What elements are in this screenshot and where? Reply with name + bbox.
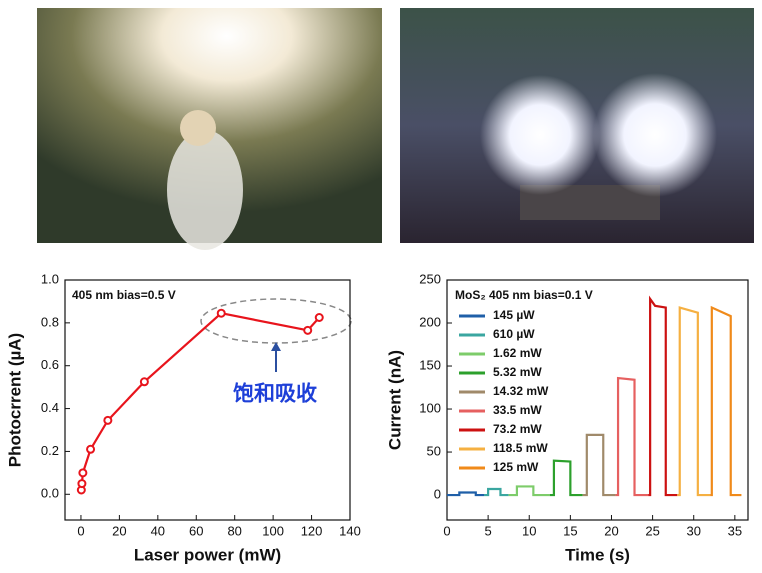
x-tick-label: 25: [645, 523, 659, 538]
data-line: [447, 491, 485, 497]
legend-label: 73.2 mW: [493, 422, 542, 436]
y-tick-label: 0.8: [41, 314, 59, 329]
data-point: [303, 325, 313, 335]
x-tick-label: 0: [443, 523, 450, 538]
x-tick-label: 20: [112, 523, 126, 538]
x-tick-label: 20: [604, 523, 618, 538]
x-tick-label: 60: [189, 523, 203, 538]
data-line: [710, 305, 742, 497]
data-line: [484, 487, 509, 497]
plot-frame: [446, 279, 749, 521]
legend-label: 610 µW: [493, 327, 535, 341]
legend-label: 5.32 mW: [493, 365, 542, 379]
arrow-head: [271, 342, 281, 351]
y-tick-label: 200: [419, 314, 441, 329]
data-line: [549, 459, 583, 497]
x-tick-label: 140: [339, 523, 361, 538]
y-tick-label: 150: [419, 357, 441, 372]
legend-label: 1.62 mW: [493, 346, 542, 360]
data-point: [103, 415, 113, 425]
highlight-ellipse: [200, 298, 352, 344]
data-point: [314, 313, 324, 322]
data-point: [216, 308, 226, 318]
y-axis-label: Current (nA): [385, 350, 404, 450]
data-line: [677, 306, 711, 497]
data-point: [77, 479, 87, 489]
annotation: 饱和吸收: [233, 382, 317, 406]
legend-label: 125 mW: [493, 460, 539, 474]
legend-label: 33.5 mW: [493, 403, 542, 417]
x-tick-label: 10: [522, 523, 536, 538]
plot-frame: [64, 279, 351, 521]
x-tick-label: 40: [151, 523, 165, 538]
data-line: [615, 376, 649, 497]
y-tick-label: 0.6: [41, 357, 59, 372]
x-tick-label: 100: [262, 523, 284, 538]
x-tick-label: 120: [301, 523, 323, 538]
x-axis-label: Laser power (mW): [134, 545, 281, 564]
x-axis-label: Time (s): [565, 545, 630, 564]
legend-label: 14.32 mW: [493, 384, 549, 398]
x-tick-label: 0: [77, 523, 84, 538]
x-tick-label: 5: [485, 523, 492, 538]
x-tick-label: 15: [563, 523, 577, 538]
data-point: [78, 468, 88, 478]
legend-label: 145 µW: [493, 308, 535, 322]
y-tick-label: 1.0: [41, 271, 59, 286]
y-tick-label: 0.2: [41, 443, 59, 458]
photo-backlit-portrait: [37, 8, 382, 250]
x-tick-label: 35: [728, 523, 742, 538]
y-tick-label: 0.0: [41, 486, 59, 501]
y-tick-label: 50: [427, 443, 441, 458]
y-axis-label: Photocrrent (µA): [5, 333, 24, 467]
photo-headlight-glare: [400, 8, 754, 243]
annotation: 405 nm bias=0.5 V: [72, 288, 176, 302]
x-tick-label: 80: [227, 523, 241, 538]
data-line: [508, 485, 550, 497]
y-tick-label: 0: [434, 486, 441, 501]
x-tick-label: 30: [686, 523, 700, 538]
y-tick-label: 250: [419, 271, 441, 286]
annotation: MoS₂ 405 nm bias=0.1 V: [455, 288, 593, 302]
legend-label: 118.5 mW: [493, 441, 548, 455]
data-line: [582, 433, 616, 497]
y-tick-label: 0.4: [41, 400, 59, 415]
data-point: [86, 444, 96, 454]
data-line: [648, 295, 678, 497]
y-tick-label: 100: [419, 400, 441, 415]
data-point: [139, 377, 149, 387]
